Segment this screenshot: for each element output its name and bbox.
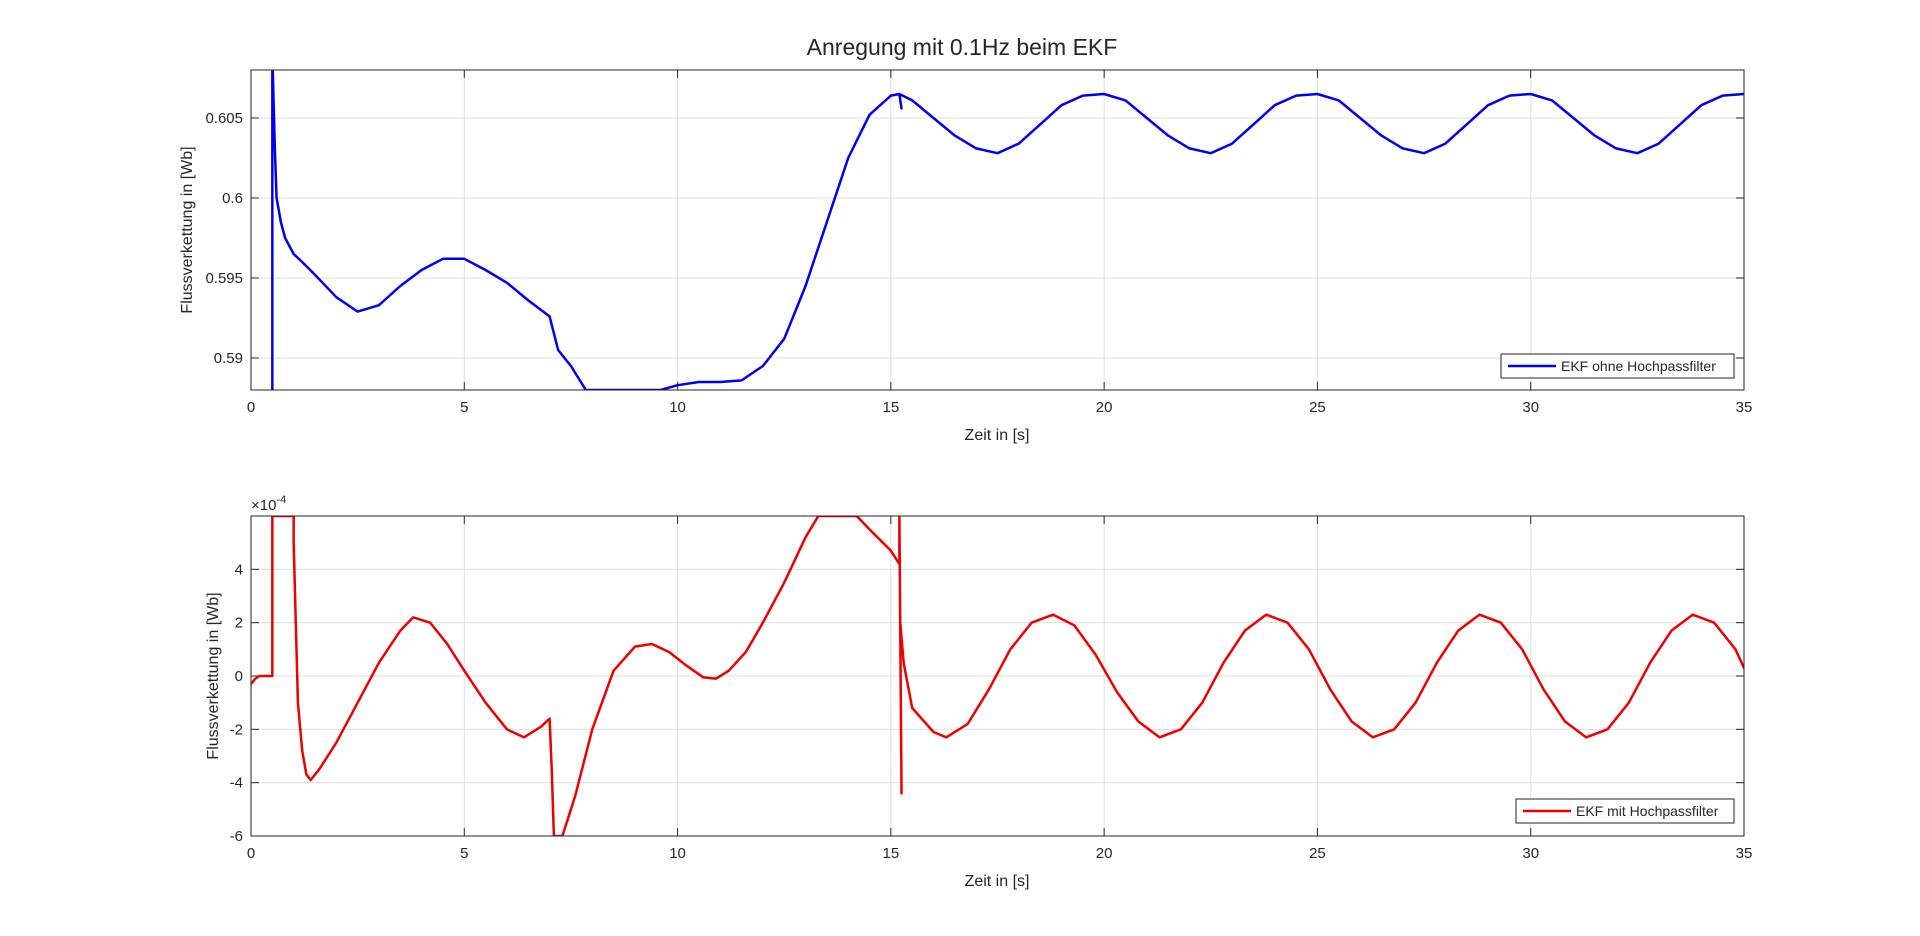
top-xtick-label: 35: [1736, 399, 1753, 416]
top-xtick-label: 25: [1309, 399, 1326, 416]
top-legend: EKF ohne Hochpassfilter: [1500, 353, 1735, 379]
top-xtick-label: 0: [247, 399, 255, 416]
bottom-exponent-base: ×10: [251, 497, 276, 514]
top-series-line-0: [271, 70, 1744, 390]
bottom-ylabel: Flussverkettung in [Wb]: [205, 592, 222, 759]
top-xtick-label: 30: [1522, 399, 1539, 416]
top-xlabel: Zeit in [s]: [965, 427, 1030, 444]
bottom-legend-label: EKF mit Hochpassfilter: [1576, 803, 1719, 819]
top-xtick-label: 15: [883, 399, 900, 416]
bottom-xtick-label: 0: [247, 845, 255, 862]
top-axes-box: [250, 69, 1745, 391]
bottom-xtick-label: 5: [460, 845, 468, 862]
figure-title: Anregung mit 0.1Hz beim EKF: [807, 34, 1118, 60]
top-plot-clip: [271, 70, 1744, 390]
top-legend-label: EKF ohne Hochpassfilter: [1561, 358, 1716, 374]
bottom-ytick-label: -2: [230, 721, 243, 738]
bottom-series-line-0: [251, 516, 1744, 836]
bottom-plot-clip: [251, 516, 1744, 836]
top-ytick-label: 0.605: [205, 110, 243, 127]
bottom-xlabel: Zeit in [s]: [965, 873, 1030, 890]
bottom-xtick-label: 10: [669, 845, 686, 862]
top-ticks: 0 5 10 15 20 25 30 35 0.59 0.595 0.6 0.605: [205, 70, 1752, 416]
top-axes: 0 5 10 15 20 25 30 35 0.59 0.595 0.6 0.605 Zeit in …: [179, 69, 1752, 444]
bottom-legend: EKF mit Hochpassfilter: [1515, 798, 1735, 824]
bottom-xtick-label: 30: [1522, 845, 1539, 862]
bottom-ytick-label: -6: [230, 828, 243, 845]
top-ytick-label: 0.59: [214, 350, 243, 367]
top-ylabel: Flussverkettung in [Wb]: [179, 146, 196, 313]
top-xtick-label: 5: [460, 399, 468, 416]
bottom-xtick-label: 25: [1309, 845, 1326, 862]
bottom-xtick-label: 20: [1096, 845, 1113, 862]
bottom-axes-box: [250, 515, 1745, 837]
top-ytick-label: 0.595: [205, 270, 243, 287]
top-xtick-label: 10: [669, 399, 686, 416]
top-plot-area: [251, 70, 1744, 390]
bottom-ytick-label: 0: [235, 668, 243, 685]
top-legend-box: [1500, 353, 1735, 379]
bottom-xtick-label: 35: [1736, 845, 1753, 862]
top-ytick-label: 0.6: [222, 190, 243, 207]
bottom-ytick-label: 2: [235, 615, 243, 632]
bottom-exponent-power: -4: [276, 494, 286, 506]
bottom-ticks: 0 5 10 15 20 25 30 35 -6 -4 -2 0 2 4: [230, 516, 1753, 862]
top-xtick-label: 20: [1096, 399, 1113, 416]
bottom-ytick-label: -4: [230, 775, 243, 792]
bottom-exponent-label: ×10-4: [251, 494, 286, 514]
bottom-ytick-label: 4: [235, 561, 243, 578]
bottom-xtick-label: 15: [883, 845, 900, 862]
